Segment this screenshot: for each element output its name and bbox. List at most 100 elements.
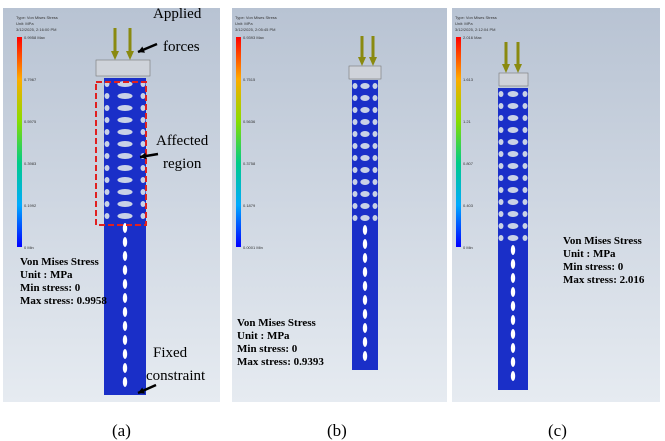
lattice-hole <box>141 129 146 135</box>
legend-label: 0.5975 <box>24 119 37 124</box>
lattice-hole <box>511 287 515 297</box>
header-text: 3/12/2025, 2:16:00 PM <box>16 27 56 32</box>
lattice-hole <box>353 191 358 197</box>
lattice-hole <box>523 235 528 241</box>
annotation: region <box>163 156 202 172</box>
lattice-hole <box>117 153 132 159</box>
panel-background <box>452 8 660 402</box>
lattice-hole <box>105 105 110 111</box>
lattice-hole <box>523 115 528 121</box>
lattice-hole <box>123 251 127 261</box>
lattice-hole <box>523 187 528 193</box>
legend-label: 0.3983 <box>24 161 37 166</box>
lattice-hole <box>353 179 358 185</box>
lattice-hole <box>123 237 127 247</box>
lattice-hole <box>105 93 110 99</box>
lattice-hole <box>117 141 132 147</box>
caption: (b) <box>327 421 347 440</box>
legend-label: 1.21 <box>463 119 472 124</box>
lattice-hole <box>508 91 519 97</box>
column <box>104 78 146 395</box>
lattice-hole <box>499 199 504 205</box>
header-text: Unit: MPa <box>455 21 473 26</box>
lattice-hole <box>508 187 519 193</box>
legend-label: 0.5636 <box>243 119 256 124</box>
lattice-hole <box>523 211 528 217</box>
lattice-hole <box>363 351 367 361</box>
lattice-hole <box>117 177 132 183</box>
lattice-hole <box>373 83 378 89</box>
lattice-hole <box>508 175 519 181</box>
lattice-hole <box>523 175 528 181</box>
legend-label: 0.7967 <box>24 77 37 82</box>
lattice-hole <box>360 95 369 101</box>
lattice-hole <box>117 93 132 99</box>
header-text: 3/12/2025, 2:05:45 PM <box>235 27 275 32</box>
top-block <box>349 66 381 79</box>
lattice-hole <box>373 119 378 125</box>
lattice-hole <box>373 215 378 221</box>
caption: (a) <box>112 421 131 440</box>
lattice-hole <box>511 315 515 325</box>
lattice-hole <box>141 201 146 207</box>
lattice-hole <box>363 337 367 347</box>
lattice-hole <box>123 265 127 275</box>
lattice-hole <box>141 189 146 195</box>
lattice-hole <box>141 117 146 123</box>
lattice-hole <box>508 151 519 157</box>
lattice-hole <box>141 141 146 147</box>
lattice-hole <box>123 377 127 387</box>
lattice-hole <box>141 177 146 183</box>
lattice-hole <box>499 211 504 217</box>
stress-stat: Von Mises Stress <box>237 317 317 329</box>
lattice-hole <box>123 349 127 359</box>
lattice-hole <box>123 335 127 345</box>
legend-label: 0.9958 Max <box>24 35 45 40</box>
annotation: constraint <box>146 368 206 384</box>
header-text: Unit: MPa <box>16 21 34 26</box>
lattice-hole <box>353 143 358 149</box>
lattice-hole <box>360 203 369 209</box>
lattice-hole <box>373 179 378 185</box>
lattice-hole <box>105 213 110 219</box>
lattice-hole <box>373 143 378 149</box>
lattice-hole <box>363 309 367 319</box>
legend-label: 1.613 <box>463 77 474 82</box>
legend-label: 0.7515 <box>243 77 256 82</box>
lattice-hole <box>499 235 504 241</box>
lattice-hole <box>360 155 369 161</box>
lattice-hole <box>353 167 358 173</box>
lattice-hole <box>373 155 378 161</box>
stress-stat: Von Mises Stress <box>20 256 100 268</box>
lattice-hole <box>363 323 367 333</box>
lattice-hole <box>511 329 515 339</box>
legend-label: 0 Min <box>24 245 34 250</box>
lattice-hole <box>373 191 378 197</box>
caption: (c) <box>548 421 567 440</box>
lattice-hole <box>373 167 378 173</box>
legend-bar <box>17 37 22 247</box>
lattice-hole <box>499 175 504 181</box>
legend-label: 0 Min <box>463 245 473 250</box>
lattice-hole <box>508 103 519 109</box>
top-block <box>96 60 150 76</box>
lattice-hole <box>511 343 515 353</box>
lattice-hole <box>363 225 367 235</box>
annotation: Affected <box>156 133 209 149</box>
lattice-hole <box>508 223 519 229</box>
lattice-hole <box>123 279 127 289</box>
lattice-hole <box>523 139 528 145</box>
stress-stat: Unit : MPa <box>563 248 616 260</box>
stress-stat: Max stress: 0.9958 <box>20 295 107 307</box>
lattice-hole <box>499 139 504 145</box>
lattice-hole <box>360 119 369 125</box>
lattice-hole <box>508 127 519 133</box>
legend-label: 0.403 <box>463 203 474 208</box>
lattice-hole <box>499 103 504 109</box>
lattice-hole <box>363 267 367 277</box>
lattice-hole <box>499 127 504 133</box>
lattice-hole <box>511 371 515 381</box>
lattice-hole <box>117 213 132 219</box>
stress-stat: Unit : MPa <box>20 269 73 281</box>
lattice-hole <box>523 91 528 97</box>
